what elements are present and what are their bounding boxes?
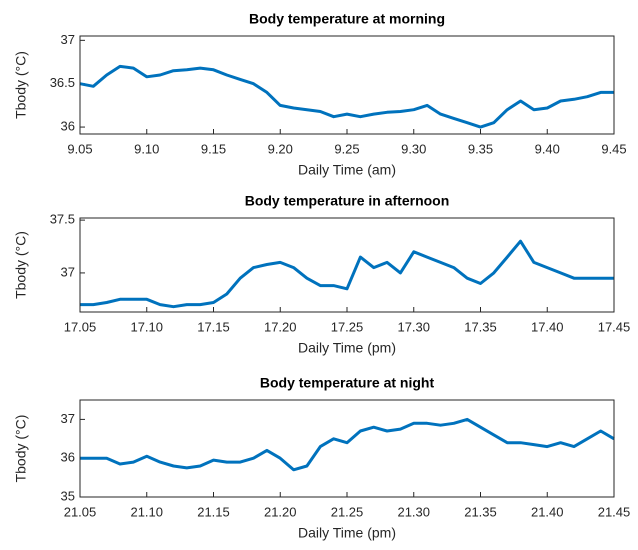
- x-tick-label: 21.30: [397, 504, 430, 519]
- x-tick-label: 17.05: [64, 319, 97, 334]
- x-tick-label: 17.25: [331, 319, 364, 334]
- y-axis-label: Tbody (°C): [13, 415, 29, 483]
- y-tick-label: 37: [61, 32, 75, 47]
- x-tick-label: 17.20: [264, 319, 297, 334]
- x-axis-label: Daily Time (pm): [298, 340, 396, 356]
- x-tick-label: 21.35: [464, 504, 497, 519]
- x-tick-label: 21.20: [264, 504, 297, 519]
- y-axis-label: Tbody (°C): [13, 231, 29, 299]
- x-tick-label: 9.45: [601, 141, 626, 156]
- chart-title: Body temperature at morning: [249, 11, 445, 27]
- temperature-line: [80, 239, 614, 309]
- x-tick-label: 17.10: [130, 319, 163, 334]
- x-tick-label: 9.15: [201, 141, 226, 156]
- axes-box: [79, 217, 615, 313]
- temperature-line: [80, 417, 615, 472]
- x-tick-label: 9.10: [134, 141, 159, 156]
- x-tick-label: 9.35: [468, 141, 493, 156]
- y-tick-label: 36.5: [50, 75, 75, 90]
- x-tick-label: 9.25: [334, 141, 359, 156]
- x-tick-label: 21.10: [130, 504, 163, 519]
- y-tick-label: 37.5: [50, 212, 75, 227]
- x-tick-label: 21.05: [64, 504, 97, 519]
- axes-box: [79, 399, 615, 498]
- chart-title: Body temperature in afternoon: [245, 193, 450, 209]
- x-tick-label: 21.25: [331, 504, 364, 519]
- x-axis-label: Daily Time (pm): [298, 525, 396, 541]
- y-tick-label: 35: [61, 488, 75, 503]
- y-tick-label: 36: [61, 118, 75, 133]
- x-tick-label: 17.35: [464, 319, 497, 334]
- y-tick-label: 37: [61, 411, 75, 426]
- y-tick-label: 36: [61, 450, 75, 465]
- x-tick-label: 17.40: [531, 319, 564, 334]
- x-axis-label: Daily Time (am): [298, 162, 396, 178]
- x-tick-label: 21.40: [531, 504, 564, 519]
- chart-title: Body temperature at night: [260, 375, 435, 391]
- y-tick-label: 37: [61, 264, 75, 279]
- y-axis-label: Tbody (°C): [13, 51, 29, 119]
- x-tick-label: 21.15: [197, 504, 230, 519]
- x-tick-label: 9.20: [268, 141, 293, 156]
- x-tick-label: 17.15: [197, 319, 230, 334]
- x-tick-label: 9.30: [401, 141, 426, 156]
- temperature-line: [79, 64, 614, 129]
- axes-box: [79, 35, 615, 135]
- x-tick-label: 21.45: [598, 504, 631, 519]
- x-tick-label: 9.40: [535, 141, 560, 156]
- x-tick-label: 17.30: [397, 319, 430, 334]
- x-tick-label: 17.45: [598, 319, 631, 334]
- x-tick-label: 9.05: [67, 141, 92, 156]
